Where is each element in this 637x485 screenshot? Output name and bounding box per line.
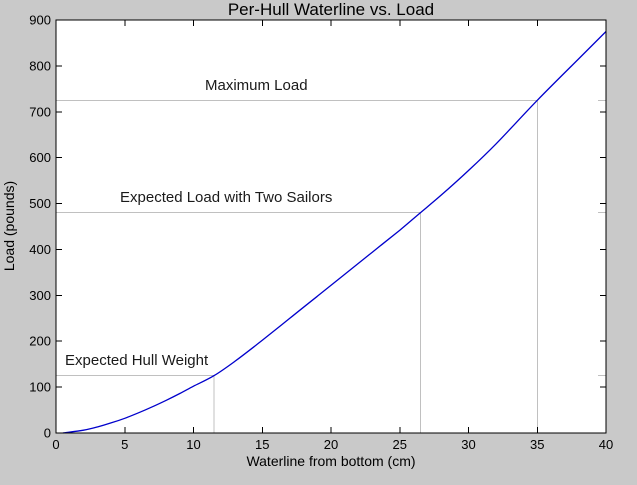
plot-layer: 0 5 10 15 20 25 30 35 40010020030040050060070080… [29,13,613,453]
y-tick-label: 400 [29,242,51,257]
x-tick-label: 15 [255,437,269,452]
x-tick-label: 25 [393,437,407,452]
annotation-two-sailors-load: Expected Load with Two Sailors [120,189,332,206]
y-axis-label: Load (pounds) [1,181,17,271]
y-tick-label: 300 [29,288,51,303]
x-tick-label: 0 [52,437,59,452]
y-tick-label: 500 [29,196,51,211]
data-series-line [62,31,607,434]
annotation-hull-weight: Expected Hull Weight [65,352,209,369]
annotation-maximum-load: Maximum Load [205,77,308,94]
plot-area [56,20,606,433]
y-tick-label: 700 [29,104,51,119]
y-tick-label: 900 [29,13,51,28]
y-tick-label: 100 [29,380,51,395]
y-tick-label: 600 [29,150,51,165]
x-axis-label: Waterline from bottom (cm) [246,453,415,469]
y-tick-label: 0 [44,426,51,441]
x-tick-label: 35 [530,437,544,452]
x-tick-label: 40 [599,437,613,452]
chart-title: Per-Hull Waterline vs. Load [228,0,434,19]
x-tick-label: 10 [186,437,200,452]
x-tick-label: 20 [324,437,338,452]
y-tick-label: 200 [29,334,51,349]
y-tick-label: 800 [29,58,51,73]
x-tick-label: 5 [121,437,128,452]
x-tick-label: 30 [461,437,475,452]
